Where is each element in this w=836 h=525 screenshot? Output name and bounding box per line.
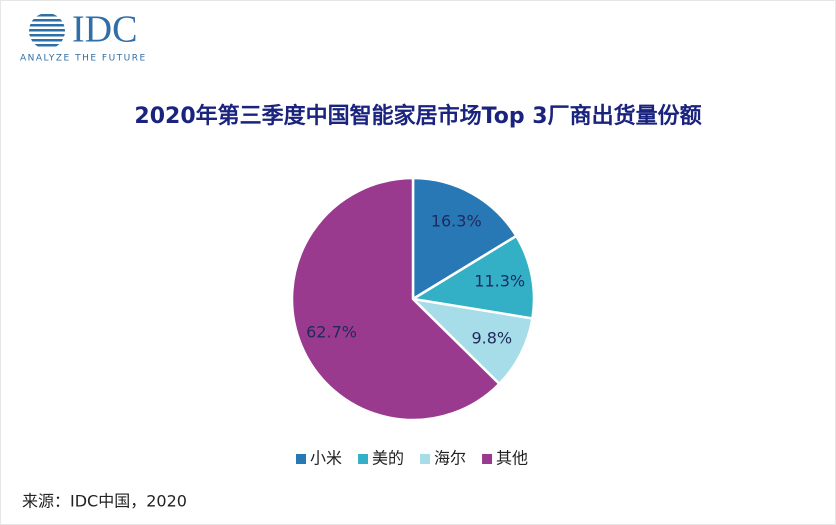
legend-label: 美的 <box>372 449 404 468</box>
source: 来源：IDC中国，2020 <box>22 492 187 511</box>
pie-slice <box>411 176 519 302</box>
logo-text: IDC <box>72 9 137 51</box>
legend-marker <box>358 454 369 464</box>
data-label: 62.7% <box>306 323 357 342</box>
pie-slice <box>409 234 536 320</box>
legend-marker <box>420 454 431 464</box>
legend-marker <box>296 454 306 464</box>
data-label: 11.3% <box>474 272 525 291</box>
pie-slice <box>409 297 534 386</box>
legend-marker <box>482 454 493 464</box>
logo-tagline: ANALYZE THE FUTURE <box>20 54 147 64</box>
legend-label: 小米 <box>310 449 342 468</box>
logo-icon <box>29 14 65 47</box>
chart-title: 2020年第三季度中国智能家居市场Top 3厂商出货量份额 <box>134 103 701 129</box>
legend-label: 海尔 <box>434 449 466 468</box>
data-label: 16.3% <box>431 211 482 230</box>
legend-label: 其他 <box>496 449 528 468</box>
pie-slice <box>290 176 502 422</box>
data-label: 9.8% <box>471 328 512 347</box>
